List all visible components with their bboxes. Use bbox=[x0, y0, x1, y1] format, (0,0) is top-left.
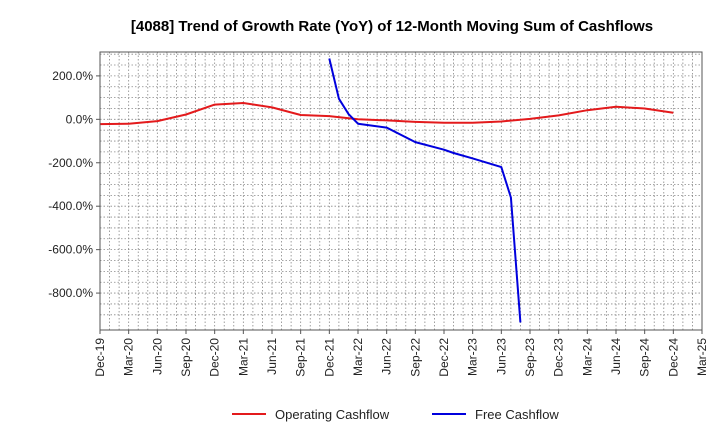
x-tick-label: Mar-23 bbox=[466, 338, 480, 376]
series-line-operating-cashflow bbox=[99, 102, 674, 126]
x-axis-ticks: Dec-19 Mar-20 Jun-20 Sep-20 Dec-20 Mar-21 Jun-… bbox=[93, 330, 709, 377]
x-tick-label: Dec-21 bbox=[322, 338, 336, 377]
x-tick-label: Jun-20 bbox=[150, 338, 164, 375]
x-tick-label: Jun-22 bbox=[380, 338, 394, 375]
x-tick-label: Mar-21 bbox=[236, 338, 250, 376]
x-tick-label: Sep-21 bbox=[294, 338, 308, 377]
plot-frame bbox=[99, 51, 703, 331]
x-tick-label: Sep-22 bbox=[408, 338, 422, 377]
x-tick-label: Dec-23 bbox=[552, 338, 566, 377]
x-tick-label: Jun-23 bbox=[494, 338, 508, 375]
y-tick-label: -600.0% bbox=[48, 243, 93, 257]
x-tick-label: Mar-25 bbox=[695, 338, 709, 376]
x-tick-label: Mar-22 bbox=[351, 338, 365, 376]
series-line-free-cashflow bbox=[328, 58, 522, 323]
x-tick-label: Dec-19 bbox=[93, 338, 107, 377]
x-tick-label: Jun-21 bbox=[265, 338, 279, 375]
y-axis-ticks: 200.0% 0.0% -200.0% -400.0% -600.0% -800.0% bbox=[48, 69, 100, 300]
x-tick-label: Sep-20 bbox=[179, 338, 193, 377]
y-tick-label: 200.0% bbox=[52, 69, 93, 83]
y-tick-label: -800.0% bbox=[48, 286, 93, 300]
legend-label-operating-cashflow: Operating Cashflow bbox=[275, 407, 390, 422]
x-tick-label: Dec-24 bbox=[666, 338, 680, 377]
x-tick-label: Jun-24 bbox=[609, 338, 623, 375]
x-tick-label: Dec-20 bbox=[208, 338, 222, 377]
grid bbox=[99, 52, 703, 330]
series-layer bbox=[99, 58, 674, 323]
x-tick-label: Mar-24 bbox=[580, 338, 594, 376]
y-tick-label: 0.0% bbox=[66, 112, 94, 126]
x-tick-label: Sep-23 bbox=[523, 338, 537, 377]
y-tick-label: -400.0% bbox=[48, 199, 93, 213]
chart-title: [4088] Trend of Growth Rate (YoY) of 12-… bbox=[131, 18, 653, 35]
y-tick-label: -200.0% bbox=[48, 156, 93, 170]
x-tick-label: Sep-24 bbox=[638, 338, 652, 377]
legend: Operating Cashflow Free Cashflow bbox=[232, 407, 559, 422]
x-tick-label: Mar-20 bbox=[122, 338, 136, 376]
x-tick-label: Dec-22 bbox=[437, 338, 451, 377]
legend-label-free-cashflow: Free Cashflow bbox=[475, 407, 559, 422]
